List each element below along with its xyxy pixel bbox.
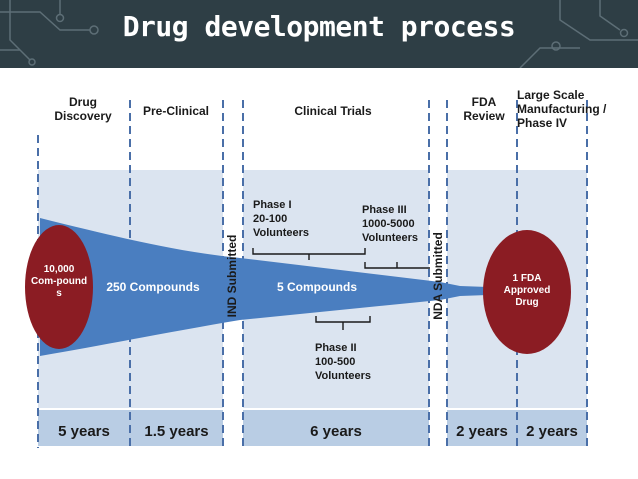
phase-2-note: Phase II 100-500 Volunteers (315, 341, 385, 383)
phase-3-note: Phase III 1000-5000 Volunteers (362, 203, 432, 245)
preclinical-compounds: 250 Compounds (106, 280, 200, 294)
end-circle (483, 230, 571, 354)
phase-label-manufacturing: Large Scale Manufacturing / Phase IV (517, 88, 607, 130)
funnel-shape (40, 218, 488, 356)
phase-label-preclinical: Pre-Clinical (142, 104, 210, 118)
phase-label-clinical: Clinical Trials (294, 104, 372, 118)
start-circle (25, 225, 93, 349)
duration-manufacturing: 2 years (526, 423, 578, 440)
ind-submitted-label: IND Submitted (225, 234, 239, 318)
phase-1-name: Phase I (253, 199, 292, 211)
clinical-compounds: 5 Compounds (277, 280, 357, 294)
start-circle-text: 10,000 Com-pound s (30, 264, 88, 299)
duration-preclinical: 1.5 years (144, 423, 209, 440)
phase-label-discovery: Drug Discovery (54, 95, 112, 123)
duration-discovery: 5 years (58, 423, 110, 440)
duration-fda-review: 2 years (456, 423, 508, 440)
phase-2-detail: 100-500 Volunteers (315, 356, 372, 382)
duration-cell-2 (243, 410, 429, 446)
phase-2-name: Phase II (315, 342, 357, 354)
phase-brackets (252, 248, 430, 330)
duration-clinical: 6 years (310, 423, 362, 440)
phase-label-fda-review: FDA Review (463, 95, 505, 123)
end-circle-text: 1 FDA Approved Drug (503, 273, 551, 308)
phase-1-detail: 20-100 Volunteers (253, 213, 310, 239)
process-diagram (25, 100, 588, 448)
phase-1-note: Phase I 20-100 Volunteers (253, 198, 323, 240)
slide-header: Drug development process (0, 0, 638, 68)
nda-submitted-label: NDA Submitted (431, 232, 445, 320)
phase-3-detail: 1000-5000 Volunteers (362, 218, 419, 244)
circuit-decoration (0, 0, 638, 68)
page-title: Drug development process (122, 10, 516, 43)
phase-3-name: Phase III (362, 204, 407, 216)
